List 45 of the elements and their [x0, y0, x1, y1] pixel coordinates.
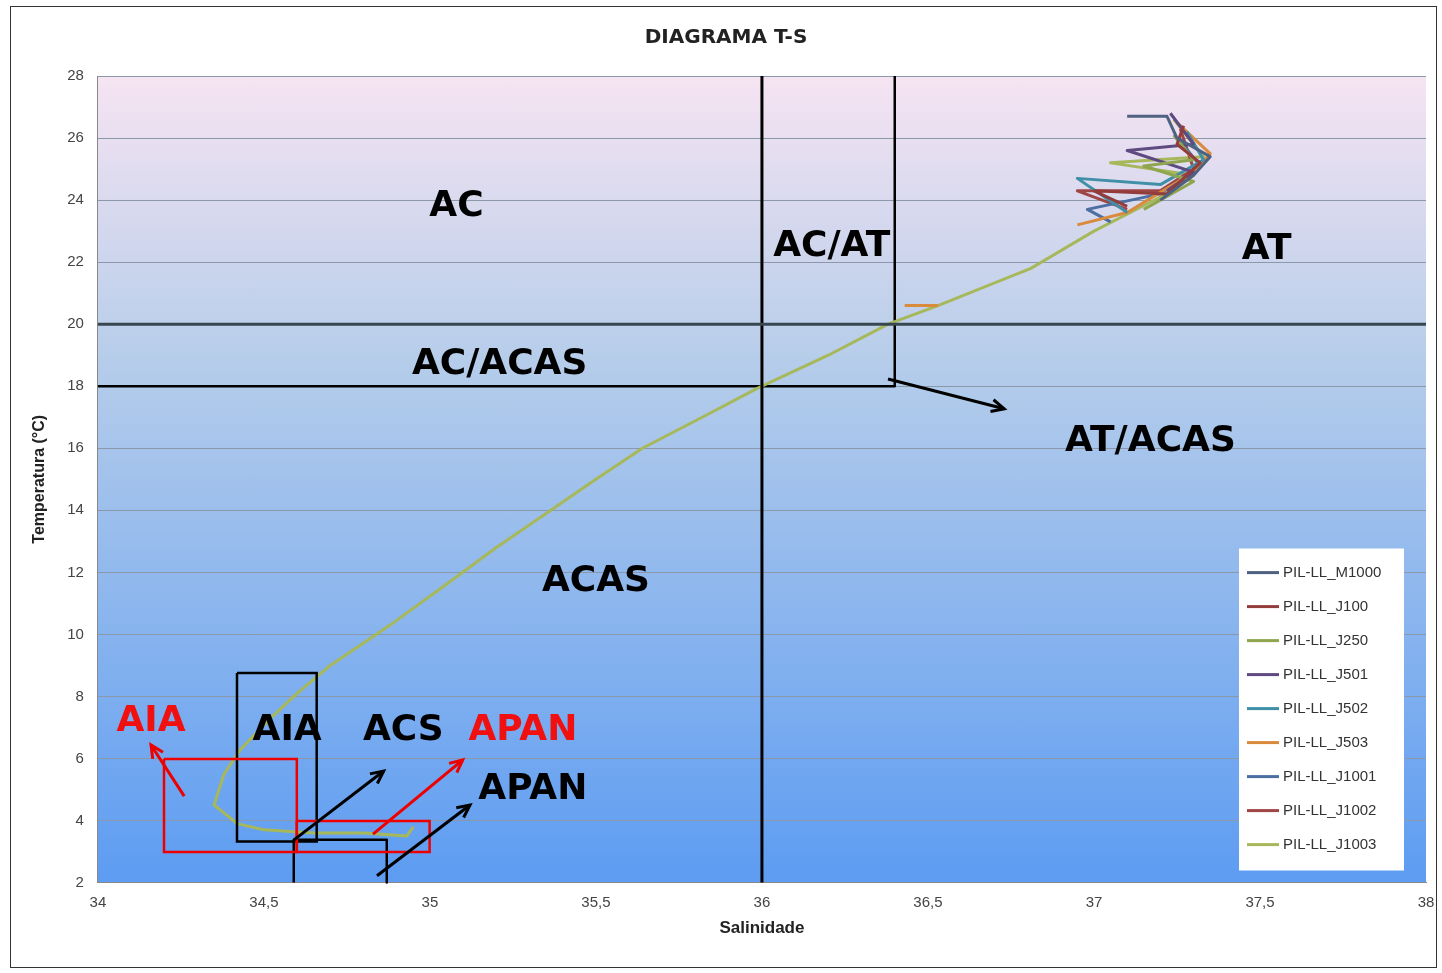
legend-label: PIL-LL_J1002 — [1283, 800, 1377, 818]
y-tick-label: 6 — [75, 748, 84, 766]
annotation: APAN — [468, 706, 578, 748]
x-tick-label: 34 — [89, 892, 107, 910]
y-tick-label: 12 — [67, 562, 84, 580]
legend-label: PIL-LL_J502 — [1283, 698, 1369, 716]
y-axis-title: Temperatura (°C) — [30, 414, 48, 544]
y-tick-label: 18 — [67, 376, 84, 394]
x-tick-label: 38 — [1417, 892, 1435, 910]
x-axis-title: Salinidade — [719, 918, 805, 938]
legend-label: PIL-LL_J1003 — [1283, 834, 1377, 852]
y-tick-label: 28 — [67, 66, 84, 84]
annotation: AC — [429, 182, 484, 224]
x-tick-label: 36,5 — [913, 892, 943, 910]
x-tick-label: 36 — [753, 892, 771, 910]
annotation: AT — [1241, 226, 1292, 268]
legend-label: PIL-LL_M1000 — [1283, 562, 1382, 580]
legend-label: PIL-LL_J503 — [1283, 732, 1369, 750]
y-tick-label: 4 — [75, 810, 84, 828]
y-tick-label: 24 — [67, 190, 84, 208]
annotation: ACAS — [541, 558, 650, 600]
annotation: APAN — [478, 765, 588, 807]
y-tick-label: 16 — [67, 438, 84, 456]
y-tick-label: 10 — [67, 624, 84, 642]
legend-label: PIL-LL_J100 — [1283, 596, 1369, 614]
x-tick-label: 35,5 — [581, 892, 611, 910]
x-tick-label: 37 — [1085, 892, 1103, 910]
y-tick-label: 26 — [67, 128, 84, 146]
annotation: AT/ACAS — [1064, 418, 1236, 460]
annotation: AIA — [116, 697, 186, 739]
y-tick-label: 20 — [67, 314, 84, 332]
annotation: AC/AT — [773, 222, 891, 264]
x-tick-label: 37,5 — [1245, 892, 1275, 910]
legend-label: PIL-LL_J1001 — [1283, 766, 1377, 784]
legend-label: PIL-LL_J501 — [1283, 664, 1369, 682]
annotation: ACS — [362, 706, 444, 748]
y-tick-label: 22 — [67, 252, 84, 270]
y-tick-label: 14 — [67, 500, 84, 518]
annotation: AC/ACAS — [411, 340, 588, 382]
y-tick-label: 8 — [75, 686, 84, 704]
y-tick-label: 2 — [75, 872, 84, 890]
x-tick-label: 34,5 — [249, 892, 279, 910]
x-tick-label: 35 — [421, 892, 439, 910]
chart-title: DIAGRAMA T-S — [644, 24, 808, 49]
legend-label: PIL-LL_J250 — [1283, 630, 1369, 648]
